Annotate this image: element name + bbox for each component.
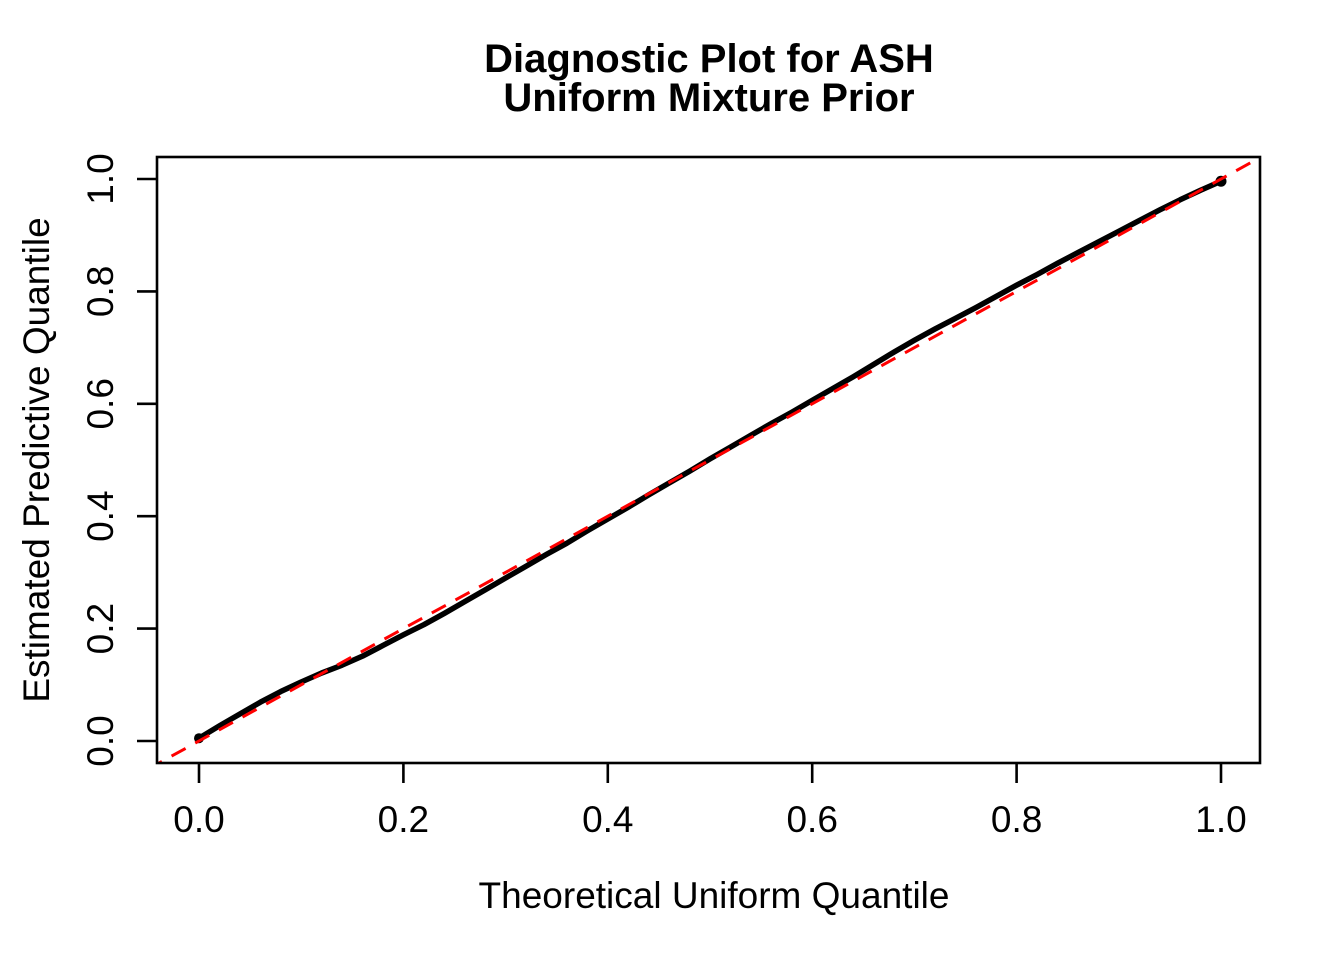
x-axis-ticks: [197, 763, 1223, 783]
x-tick-label: 0.0: [173, 799, 224, 840]
plot-title-line-2: Uniform Mixture Prior: [503, 76, 915, 120]
y-equals-x-line: [157, 157, 1260, 763]
x-axis-title: Theoretical Uniform Quantile: [478, 875, 950, 916]
y-axis-tick-labels: 0.0 0.2 0.4 0.6 0.8 1.0: [80, 153, 121, 766]
plot-title: Diagnostic Plot for ASH Uniform Mixture …: [484, 37, 934, 120]
x-tick-label: 0.4: [582, 799, 633, 840]
x-axis-tick-labels: 0.0 0.2 0.4 0.6 0.8 1.0: [173, 799, 1246, 840]
y-axis-ticks: [137, 177, 157, 743]
x-tick-label: 1.0: [1195, 799, 1246, 840]
x-tick-label: 0.2: [378, 799, 429, 840]
x-tick-label: 0.6: [786, 799, 837, 840]
y-tick-label: 0.4: [80, 490, 121, 541]
y-tick-label: 0.8: [80, 266, 121, 317]
x-tick-label: 0.8: [991, 799, 1042, 840]
y-tick-label: 1.0: [80, 153, 121, 204]
reference-diagonal-line: [157, 157, 1260, 763]
plot-title-line-1: Diagnostic Plot for ASH: [484, 37, 934, 81]
y-tick-label: 0.6: [80, 378, 121, 429]
y-tick-label: 0.0: [80, 715, 121, 766]
y-tick-label: 0.2: [80, 603, 121, 654]
y-axis-title: Estimated Predictive Quantile: [16, 217, 57, 703]
qq-curve: [196, 178, 1224, 741]
plot-border-box: [155, 155, 1262, 765]
